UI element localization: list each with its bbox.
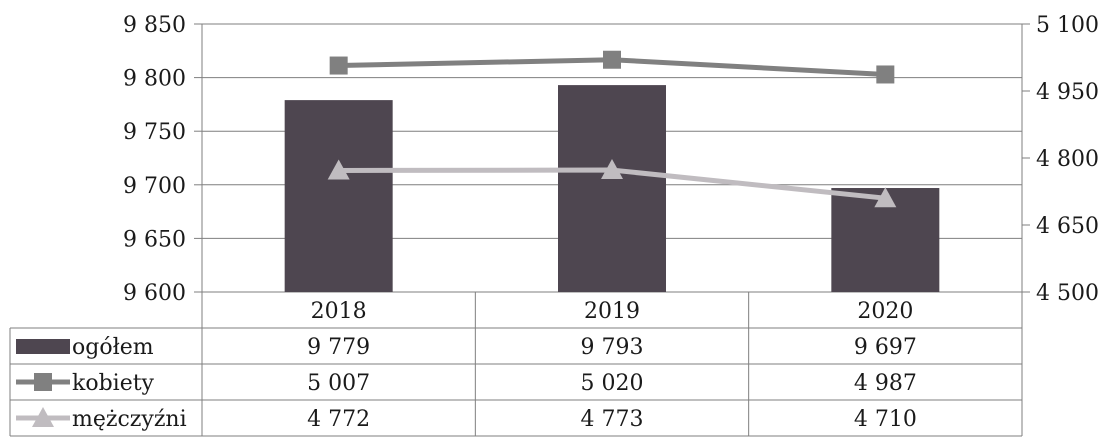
legend-key-marker-mężczyźni [32,407,54,427]
y-left-tick-label: 9 700 [123,174,186,199]
y-right-tick-label: 4 800 [1036,147,1099,172]
data-label-ogółem-2019: 9 793 [581,335,644,360]
x-tick-label: 2018 [311,299,367,324]
point-mężczyźni-2020 [874,187,897,208]
data-label-kobiety-2018: 5 007 [307,371,370,396]
data-label-kobiety-2019: 5 020 [581,371,644,396]
y-left-tick-label: 9 650 [123,227,186,252]
legend-label-mężczyźni: mężczyźni [72,407,187,432]
data-label-mężczyźni-2020: 4 710 [854,407,917,432]
y-left-tick-label: 9 850 [123,13,186,38]
data-label-mężczyźni-2019: 4 773 [581,407,644,432]
y-left-tick-label: 9 800 [123,67,186,92]
point-kobiety-2019 [603,50,621,69]
y-right-tick-label: 4 650 [1036,214,1099,239]
legend-key-marker-kobiety [34,373,52,391]
bar-ogółem-2018 [284,100,393,292]
y-left-tick-label: 9 600 [123,281,186,306]
data-label-mężczyźni-2018: 4 772 [307,407,370,432]
y-right-tick-label: 4 500 [1036,281,1099,306]
data-label-ogółem-2018: 9 779 [307,335,370,360]
x-tick-label: 2019 [584,299,640,324]
bar-ogółem-2019 [558,85,666,292]
point-kobiety-2018 [329,56,348,75]
legend-label-ogółem: ogółem [72,335,154,360]
legend-label-kobiety: kobiety [72,371,155,396]
point-mężczyźni-2019 [601,159,623,180]
point-mężczyźni-2018 [327,159,350,180]
x-tick-label: 2020 [857,299,913,324]
data-label-kobiety-2020: 4 987 [854,371,917,396]
legend-key-ogółem [16,339,70,354]
y-right-tick-label: 4 950 [1036,80,1099,105]
y-right-tick-label: 5 100 [1036,13,1099,38]
point-kobiety-2020 [876,65,895,84]
y-left-tick-label: 9 750 [123,120,186,145]
data-label-ogółem-2020: 9 697 [854,335,917,360]
